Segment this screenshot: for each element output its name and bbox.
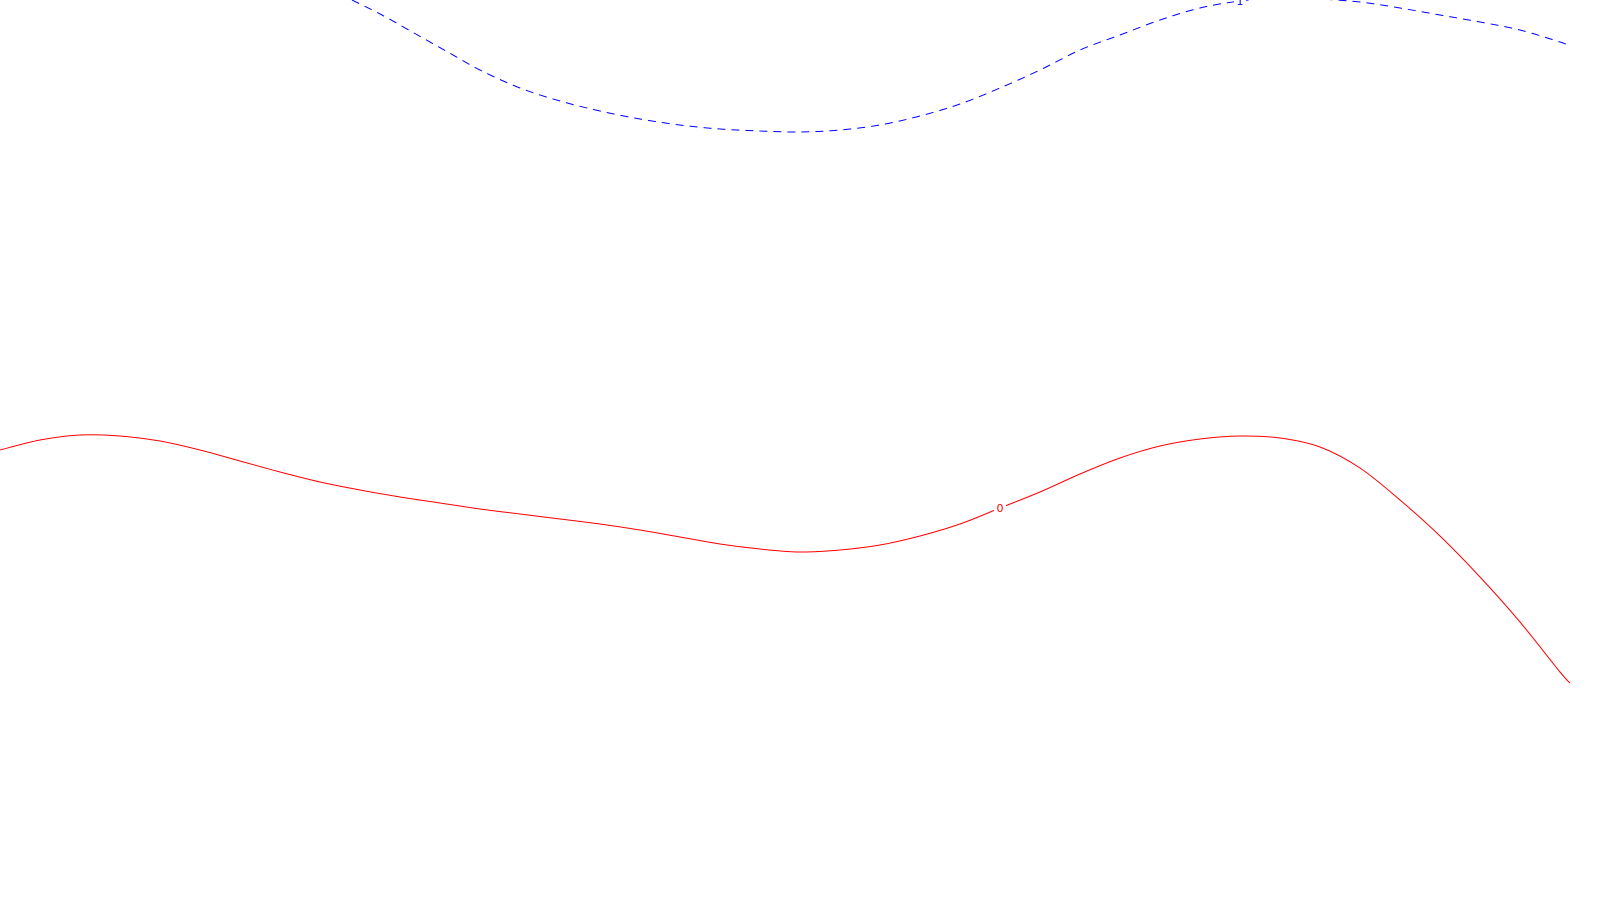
contour-label-gap-1 <box>1234 0 1246 8</box>
contour-line-0 <box>0 434 1571 684</box>
contour-labels-group: 10 <box>994 0 1246 515</box>
contour-line-1 <box>351 0 1571 133</box>
contour-label-1: 1 <box>1237 0 1244 8</box>
contour-label-gap-0 <box>994 501 1006 515</box>
contour-lines-group <box>0 0 1571 684</box>
contour-label-0: 0 <box>997 502 1004 515</box>
